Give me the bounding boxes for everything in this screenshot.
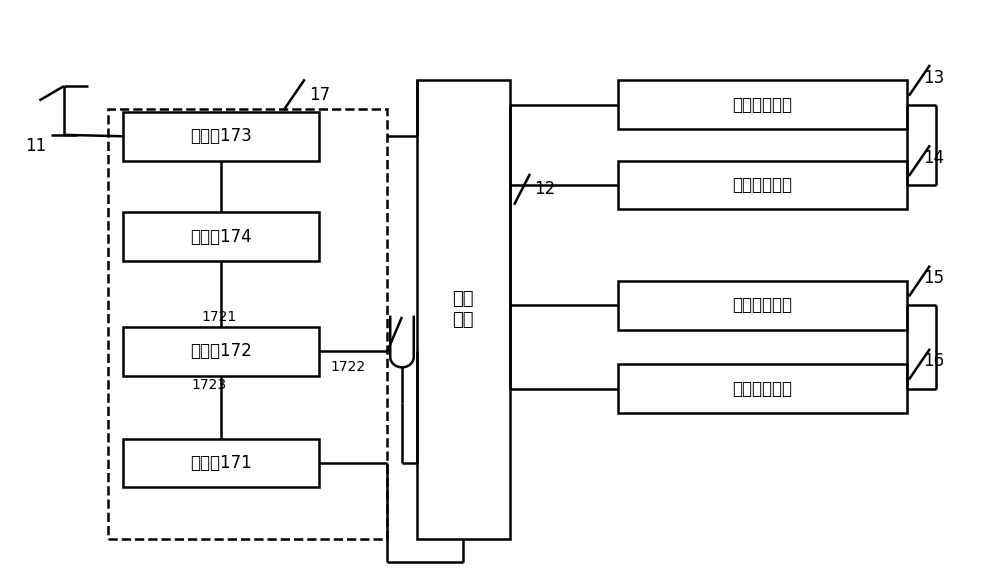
Bar bbox=[123, 212, 319, 261]
Text: 1723: 1723 bbox=[191, 378, 226, 393]
Text: 检波器174: 检波器174 bbox=[190, 228, 252, 246]
Text: 16: 16 bbox=[923, 352, 944, 370]
Text: 14: 14 bbox=[923, 149, 944, 167]
Bar bbox=[123, 112, 319, 161]
Text: 1721: 1721 bbox=[201, 310, 236, 324]
Text: 耦合器173: 耦合器173 bbox=[190, 128, 252, 145]
Bar bbox=[123, 327, 319, 376]
Text: 第二发送通路: 第二发送通路 bbox=[732, 380, 792, 398]
Text: 第一接收通路: 第一接收通路 bbox=[732, 96, 792, 113]
Text: 11: 11 bbox=[25, 137, 46, 155]
Text: 开关
单元: 开关 单元 bbox=[452, 290, 474, 329]
Bar bbox=[417, 80, 510, 539]
Bar bbox=[108, 109, 387, 539]
Bar bbox=[618, 80, 907, 129]
Text: 1722: 1722 bbox=[330, 360, 366, 374]
Text: 12: 12 bbox=[534, 180, 556, 198]
Bar bbox=[123, 439, 319, 487]
Text: 15: 15 bbox=[923, 269, 944, 287]
Bar bbox=[618, 161, 907, 209]
Text: 比较器172: 比较器172 bbox=[190, 342, 252, 360]
Text: 处理器171: 处理器171 bbox=[190, 454, 252, 472]
Bar bbox=[618, 364, 907, 413]
Text: 13: 13 bbox=[923, 68, 945, 87]
Text: 第二接收通路: 第二接收通路 bbox=[732, 297, 792, 314]
Bar bbox=[618, 281, 907, 330]
Text: 第一发送通路: 第一发送通路 bbox=[732, 176, 792, 194]
Text: 17: 17 bbox=[309, 86, 330, 104]
